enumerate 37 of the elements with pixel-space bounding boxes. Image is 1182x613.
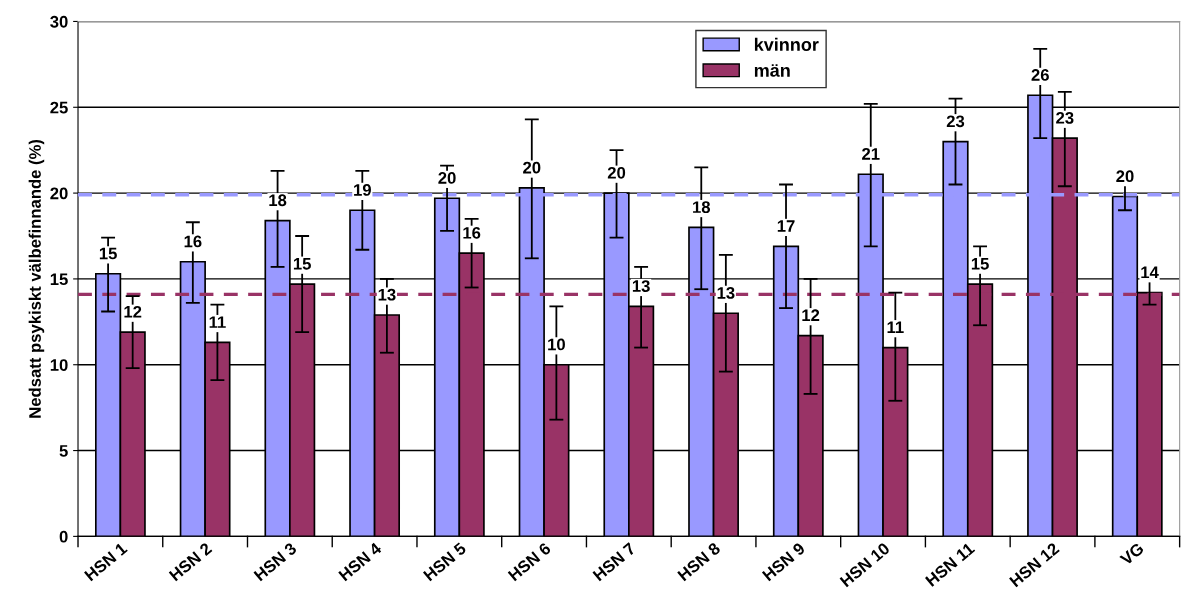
data-label: 11 [887,321,904,333]
data-label: 19 [354,184,371,196]
legend-label: kvinnor [754,37,819,51]
data-label: 18 [269,194,287,207]
y-tick-label: 30 [50,15,68,28]
data-label: 15 [293,258,311,270]
data-label: 15 [971,258,989,270]
y-tick-label: 10 [50,359,68,371]
y-tick-label: 25 [50,101,68,114]
y-tick-label: 15 [50,273,68,286]
y-tick-label: 5 [59,445,68,457]
data-label: 26 [1031,69,1049,81]
data-label: 13 [378,288,396,301]
data-label: 16 [184,235,202,248]
data-label: 16 [463,226,481,239]
data-label: 12 [124,305,142,318]
y-tick-label: 20 [50,187,68,200]
data-label: 17 [777,220,795,232]
data-label: 23 [946,115,965,128]
x-tick-label: VG [1119,542,1145,567]
data-label: 20 [607,166,626,179]
data-label: 21 [862,148,880,160]
y-tick-label: 0 [59,530,68,543]
data-label: 23 [1056,111,1074,124]
y-axis-title: Nedsatt psykiskt välbefinnande (%) [28,139,45,418]
data-label: 11 [209,316,226,328]
data-label: 14 [1141,266,1159,279]
data-label: 12 [802,309,820,321]
data-label: 13 [717,287,735,299]
data-label: 10 [548,338,565,351]
data-label: 20 [438,172,456,184]
legend-label: män [754,64,790,77]
data-label: 20 [1116,170,1134,183]
data-label: 13 [632,280,650,292]
data-label: 18 [693,201,711,214]
data-label: 20 [523,161,541,174]
data-label: 15 [99,247,117,260]
